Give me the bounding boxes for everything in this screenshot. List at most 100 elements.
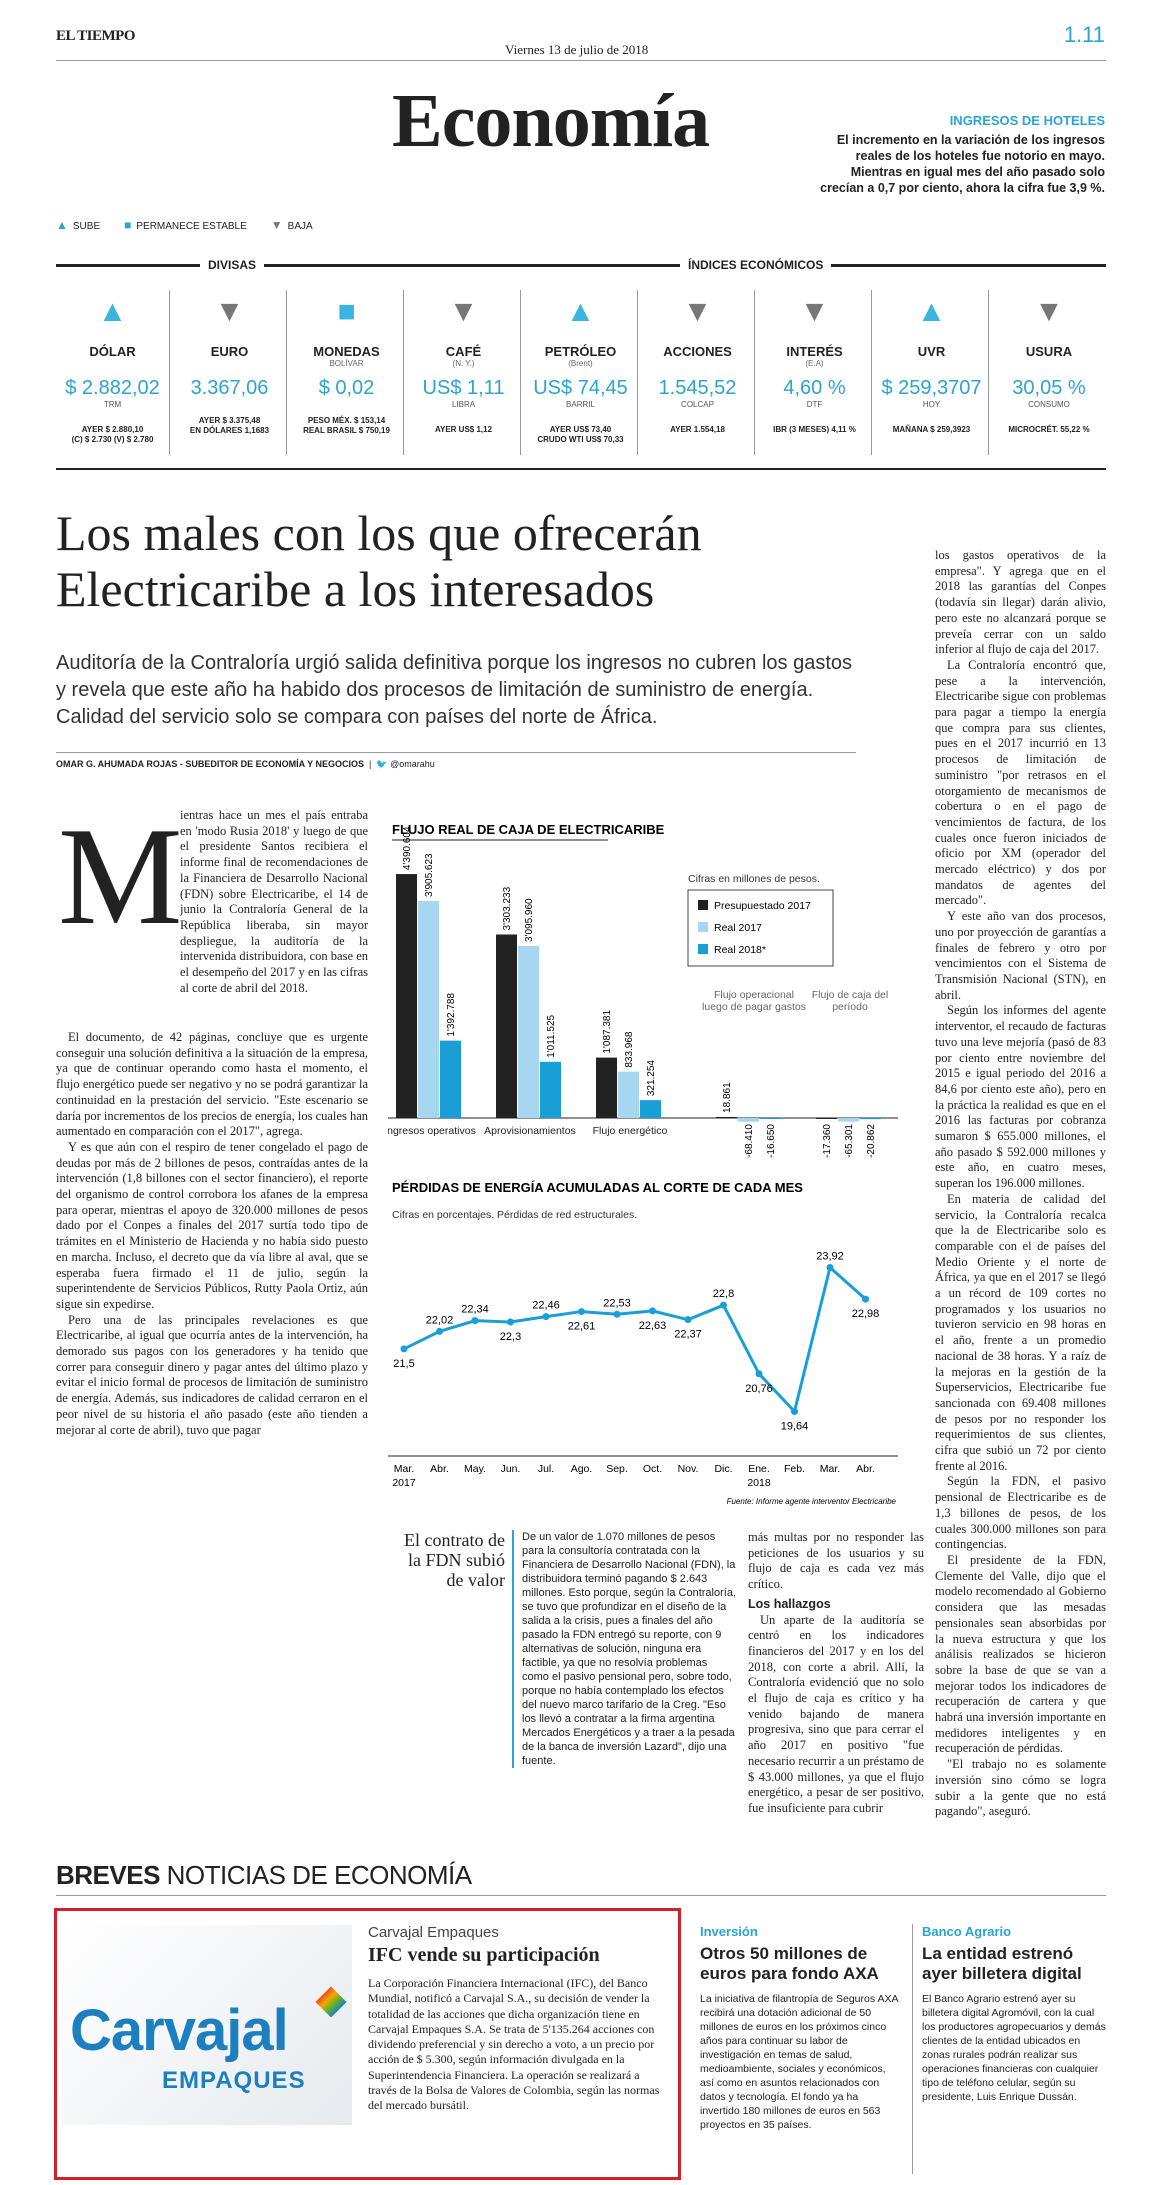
breves-label: NOTICIAS DE ECONOMÍA xyxy=(166,1860,472,1890)
column-right: los gastos operativos de la empresa". Y … xyxy=(935,548,1106,1820)
category-label: Ingresos operativos xyxy=(388,1125,476,1137)
indicator-unit: TRM xyxy=(103,400,122,409)
data-label: 22,37 xyxy=(674,1329,702,1341)
trend-up-icon: ▲ xyxy=(916,295,947,328)
legend-label: Real 2018* xyxy=(714,944,766,956)
bar xyxy=(518,946,539,1118)
breves-rule xyxy=(56,1895,1106,1896)
data-point xyxy=(507,1318,514,1326)
data-label: 22,3 xyxy=(500,1331,521,1343)
bar xyxy=(618,1071,639,1118)
trend-stable-icon: ■ xyxy=(337,295,356,328)
byline-twitter[interactable]: @omarahu xyxy=(390,759,435,769)
data-label: 22,61 xyxy=(568,1321,596,1333)
legend-swatch xyxy=(698,944,708,954)
tick-label: Feb. xyxy=(784,1463,805,1475)
trend-down-icon: ▼ xyxy=(214,295,245,328)
chart-note: Cifras en porcentajes. Pérdidas de red e… xyxy=(392,1209,637,1221)
indicator-name: EURO xyxy=(210,344,249,359)
data-label: 1'392.788 xyxy=(446,993,457,1037)
indicator-name: CAFÉ xyxy=(445,344,482,359)
legend-label: Presupuestado 2017 xyxy=(714,900,811,912)
data-label: 23,92 xyxy=(816,1251,844,1263)
indicator-foot: AYER 1.554,18 xyxy=(670,425,725,434)
data-label: -20.862 xyxy=(866,1124,877,1158)
indicator-name: MONEDAS xyxy=(313,344,380,359)
data-label: 21,5 xyxy=(393,1358,414,1370)
bar xyxy=(860,1118,881,1120)
indicator-value: 4,60 % xyxy=(783,377,846,399)
column-middle: más multas por no responder las peticion… xyxy=(748,1530,924,1817)
article-byline: OMAR G. AHUMADA ROJAS - SUBEDITOR DE ECO… xyxy=(56,752,856,770)
trend-down-icon: ▼ xyxy=(1034,295,1064,328)
paragraph: Según la FDN, el pasivo pensional de Ele… xyxy=(935,1474,1106,1552)
paragraph: En materia de calidad del servicio, la C… xyxy=(935,1191,1106,1473)
tick-label: Ago. xyxy=(571,1463,593,1475)
data-point xyxy=(791,1407,798,1415)
indicator-value: US$ 74,45 xyxy=(533,377,628,399)
indicator-sub xyxy=(56,359,169,369)
logo-subtext: EMPAQUES xyxy=(162,2067,306,2094)
breves-heading: BREVES NOTICIAS DE ECONOMÍA xyxy=(56,1860,472,1891)
category-label: Aprovisionamientos xyxy=(484,1125,576,1137)
indicator-acciones: ▼ ACCIONES 1.545,52 COLCAP AYER 1.554,18 xyxy=(641,290,755,455)
data-label: 22,53 xyxy=(603,1297,631,1309)
legend-label: Real 2017 xyxy=(714,922,762,934)
indicator-sub: BOLÍVAR xyxy=(329,359,364,368)
data-label: 1'087.381 xyxy=(602,1010,613,1054)
logo-text: Carvajal xyxy=(70,1998,289,2063)
indicator-euro: ▼ EURO 3.367,06 AYER $ 3.375,48 EN DÓLARES 1… xyxy=(173,290,287,455)
data-label: 1'011.525 xyxy=(546,1014,557,1057)
legend-box xyxy=(687,889,834,967)
data-point xyxy=(542,1313,550,1321)
category-label: Flujo operacional xyxy=(714,989,794,1001)
group-divisas: DIVISAS xyxy=(200,258,265,272)
data-point xyxy=(471,1317,479,1325)
data-label: 833.968 xyxy=(624,1031,635,1068)
byline-author: OMAR G. AHUMADA ROJAS - SUBEDITOR DE ECO… xyxy=(56,759,365,769)
carvajal-logo: Carvajal EMPAQUES xyxy=(62,1925,352,2125)
legend-down: ▼ BAJA xyxy=(270,218,313,232)
data-label: 19,64 xyxy=(781,1420,809,1432)
data-point xyxy=(578,1308,585,1316)
breve-third-kicker: Banco Agrario xyxy=(922,1924,1012,1939)
bar xyxy=(396,874,417,1118)
sidebar-text: De un valor de 1.070 millones de pesos p… xyxy=(512,1530,737,1768)
bar xyxy=(440,1040,461,1118)
paragraph: "El trabajo no es solamente inversión si… xyxy=(935,1757,1106,1819)
data-point xyxy=(613,1310,621,1318)
paragraph: La Contraloría encontró que, pese a la i… xyxy=(935,657,1106,908)
tick-label: 2018 xyxy=(747,1477,771,1489)
indicator-name: ACCIONES xyxy=(663,344,732,359)
indicator-foot: MICROCRÉT. 55,22 % xyxy=(1008,425,1090,434)
tick-label: Jul. xyxy=(538,1463,554,1475)
column-1-body: El documento, de 42 páginas, concluye qu… xyxy=(56,1030,368,1438)
indicator-petróleo: ▲ PETRÓLEO (Brent) US$ 74,45 BARRIL AYER US$ … xyxy=(524,290,638,455)
indicator-value: 3.367,06 xyxy=(190,377,269,399)
indicator-unit: DTF xyxy=(806,400,823,409)
indicator-name: INTERÉS xyxy=(786,344,843,359)
indicator-sub: (E.A) xyxy=(805,359,824,368)
data-label: -65.301 xyxy=(844,1124,855,1158)
legend-swatch xyxy=(698,900,708,910)
bar xyxy=(540,1061,561,1118)
paragraph: El documento, de 42 páginas, concluye qu… xyxy=(56,1030,368,1139)
dropcap: M xyxy=(58,799,183,954)
chart-note: Cifras en millones de pesos. xyxy=(688,873,820,885)
data-point xyxy=(755,1370,763,1378)
data-label: 3'303.233 xyxy=(502,886,513,930)
category-label: Flujo energético xyxy=(593,1125,668,1137)
paragraph: más multas por no responder las peticion… xyxy=(748,1530,924,1592)
indicator-sub xyxy=(992,359,1106,369)
series-line xyxy=(403,1264,867,1415)
data-label: 321.254 xyxy=(646,1060,657,1097)
tick-label: Ene. xyxy=(748,1463,770,1475)
chart-title: PÉRDIDAS DE ENERGÍA ACUMULADAS AL CORTE … xyxy=(392,1180,803,1195)
indicator-value: $ 2.882,02 xyxy=(65,377,160,399)
paragraph: los gastos operativos de la empresa". Y … xyxy=(935,548,1106,657)
indicator-unit: BARRIL xyxy=(566,400,595,409)
indicator-name: DÓLAR xyxy=(89,344,136,359)
breve-third-text: El Banco Agrario estrenó ayer su billete… xyxy=(922,1993,1106,2103)
hotel-box-text: El incremento en la variación de los ing… xyxy=(820,133,1105,195)
up-arrow-icon: ▲ xyxy=(56,218,68,232)
